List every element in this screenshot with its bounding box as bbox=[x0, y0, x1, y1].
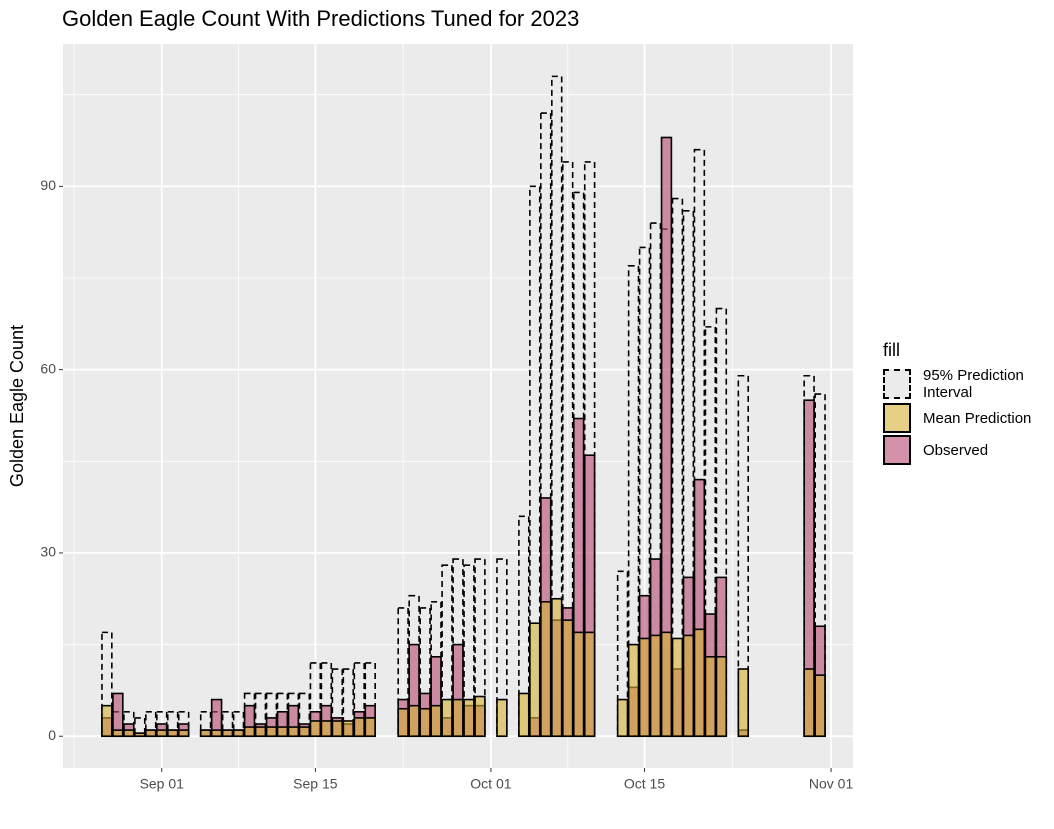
legend-label: Mean Prediction bbox=[923, 409, 1032, 427]
bar bbox=[540, 601, 552, 738]
bar bbox=[638, 637, 651, 738]
interval-bar bbox=[265, 692, 278, 738]
interval-bar bbox=[166, 710, 179, 738]
bar bbox=[682, 634, 695, 738]
bar bbox=[232, 729, 245, 738]
legend: fill 95% Prediction Interval Mean Predict… bbox=[883, 340, 1048, 465]
y-tick-label: 0 bbox=[48, 727, 56, 743]
bar bbox=[254, 726, 267, 738]
bar bbox=[408, 704, 420, 738]
legend-label: Observed bbox=[923, 441, 989, 459]
bar bbox=[616, 698, 629, 738]
chart-title: Golden Eagle Count With Predictions Tune… bbox=[62, 6, 579, 31]
legend-swatch bbox=[883, 403, 911, 433]
bar bbox=[660, 631, 673, 738]
bar bbox=[320, 720, 333, 738]
interval-bar bbox=[309, 662, 322, 738]
interval-bar bbox=[649, 222, 662, 738]
interval-bar bbox=[353, 662, 365, 738]
legend-item: 95% Prediction Interval bbox=[883, 367, 1048, 401]
bar bbox=[561, 619, 574, 738]
bar bbox=[101, 704, 113, 738]
bar bbox=[463, 698, 475, 738]
bar bbox=[814, 674, 826, 738]
interval-bar bbox=[364, 662, 376, 738]
bar bbox=[583, 631, 596, 738]
bar bbox=[331, 720, 344, 738]
y-tick-label: 90 bbox=[40, 177, 56, 193]
interval-bar bbox=[221, 710, 234, 738]
bar bbox=[737, 668, 750, 738]
y-tick-label: 60 bbox=[40, 360, 56, 376]
bar bbox=[342, 720, 355, 738]
x-tick-label: Oct 01 bbox=[470, 776, 511, 792]
bar bbox=[166, 729, 179, 738]
x-tick-label: Nov 01 bbox=[809, 776, 854, 792]
bar bbox=[287, 726, 300, 738]
interval-bar bbox=[199, 710, 212, 738]
bar bbox=[309, 720, 322, 738]
bar bbox=[397, 707, 409, 738]
bar bbox=[715, 656, 728, 738]
bar bbox=[419, 707, 431, 738]
bar bbox=[496, 698, 508, 738]
y-tick-label: 30 bbox=[40, 544, 56, 560]
legend-title: fill bbox=[883, 340, 900, 360]
bar bbox=[353, 717, 365, 738]
bar bbox=[441, 698, 453, 738]
bar bbox=[112, 729, 124, 738]
legend-swatch bbox=[883, 435, 911, 465]
legend-swatch bbox=[883, 369, 911, 399]
bar bbox=[649, 634, 662, 738]
interval-bar bbox=[101, 631, 113, 738]
bar bbox=[572, 631, 585, 738]
bar bbox=[803, 668, 815, 738]
legend-label: 95% Prediction Interval bbox=[923, 367, 1024, 401]
bar bbox=[134, 732, 146, 738]
bar bbox=[518, 692, 530, 738]
bar bbox=[693, 628, 706, 738]
bar bbox=[364, 717, 376, 738]
bar bbox=[156, 729, 168, 738]
bar bbox=[474, 695, 486, 738]
interval-bar bbox=[232, 710, 245, 738]
bar bbox=[529, 622, 541, 738]
bar bbox=[199, 729, 212, 738]
y-axis-label: Golden Eagle Count bbox=[7, 325, 27, 487]
bar bbox=[243, 726, 256, 738]
interval-bar bbox=[583, 161, 596, 738]
bar bbox=[123, 729, 135, 738]
bar bbox=[177, 729, 190, 738]
interval-bar bbox=[254, 692, 267, 738]
interval-bar bbox=[540, 112, 552, 738]
bar bbox=[671, 637, 684, 738]
bar bbox=[298, 726, 311, 738]
bar bbox=[265, 726, 278, 738]
interval-bar bbox=[145, 710, 157, 738]
bar bbox=[627, 643, 640, 738]
bar bbox=[452, 698, 464, 738]
x-tick-label: Sep 15 bbox=[293, 776, 338, 792]
interval-bar bbox=[561, 161, 574, 738]
interval-bar bbox=[298, 692, 311, 738]
legend-item: Observed bbox=[883, 435, 1048, 465]
interval-bar bbox=[616, 570, 629, 738]
x-tick-label: Sep 01 bbox=[140, 776, 185, 792]
bar bbox=[276, 726, 289, 738]
bar bbox=[145, 729, 157, 738]
bar bbox=[704, 656, 717, 738]
interval-bar bbox=[814, 393, 826, 738]
bar bbox=[430, 704, 442, 738]
bar bbox=[551, 597, 563, 738]
interval-bar bbox=[320, 662, 333, 738]
bar bbox=[210, 729, 223, 738]
bar bbox=[221, 729, 234, 738]
x-tick-label: Oct 15 bbox=[624, 776, 665, 792]
legend-item: Mean Prediction bbox=[883, 403, 1048, 433]
